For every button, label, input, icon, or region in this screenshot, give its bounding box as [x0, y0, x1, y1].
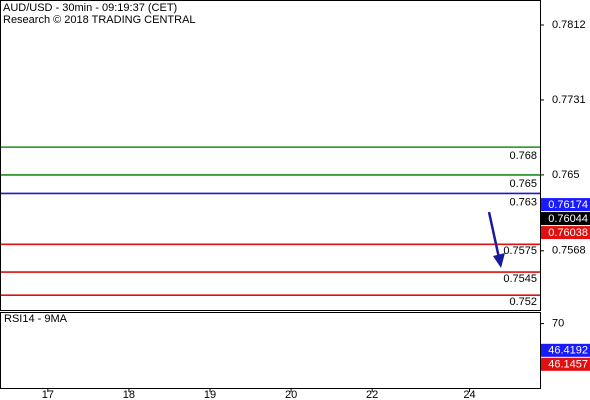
price-box: [541, 226, 590, 240]
x-tick-label: 20: [285, 389, 297, 400]
chart-subtitle: Research © 2018 TRADING CENTRAL: [3, 14, 196, 26]
rsi-title: RSI14 - 9MA: [4, 313, 68, 325]
plot-layer: 0.7812 0.7731 0.765 0.7568 17 18 19 20 22 24 0.768…: [0, 19, 590, 400]
forecast-arrowhead: [493, 253, 505, 268]
level-label: 0.752: [509, 296, 537, 308]
price-box-label: 46.4192: [548, 345, 588, 357]
level-label: 0.7575: [503, 245, 537, 257]
rsi-frame: [0, 312, 541, 389]
price-box-label: 0.76174: [548, 199, 588, 211]
price-box: [541, 198, 590, 212]
chart-title: AUD/USD - 30min - 09:19:37 (CET): [3, 2, 177, 14]
price-box: [541, 212, 590, 226]
x-tick-label: 24: [463, 389, 475, 400]
x-tick-label: 17: [42, 389, 54, 400]
x-tick-label: 19: [204, 389, 216, 400]
y-tick-label: 0.7812: [552, 19, 586, 31]
level-label: 0.763: [509, 196, 537, 208]
y-tick-label: 0.7731: [552, 94, 586, 106]
forecast-arrow: [487, 211, 501, 259]
price-box: [541, 343, 590, 357]
price-box-label: 0.76044: [548, 213, 588, 225]
level-label: 0.765: [509, 178, 537, 190]
x-tick-label: 22: [366, 389, 378, 400]
level-label: 0.7545: [503, 273, 537, 285]
y-tick-label: 0.765: [552, 169, 580, 181]
y-tick-label: 0.7568: [552, 245, 586, 257]
price-box-label: 46.1457: [548, 359, 588, 371]
y-tick-label: 70: [552, 318, 564, 330]
main-frame: [0, 0, 541, 311]
level-label: 0.768: [509, 150, 537, 162]
price-box-label: 0.76038: [548, 227, 588, 239]
price-box: [541, 357, 590, 371]
x-tick-label: 18: [123, 389, 135, 400]
